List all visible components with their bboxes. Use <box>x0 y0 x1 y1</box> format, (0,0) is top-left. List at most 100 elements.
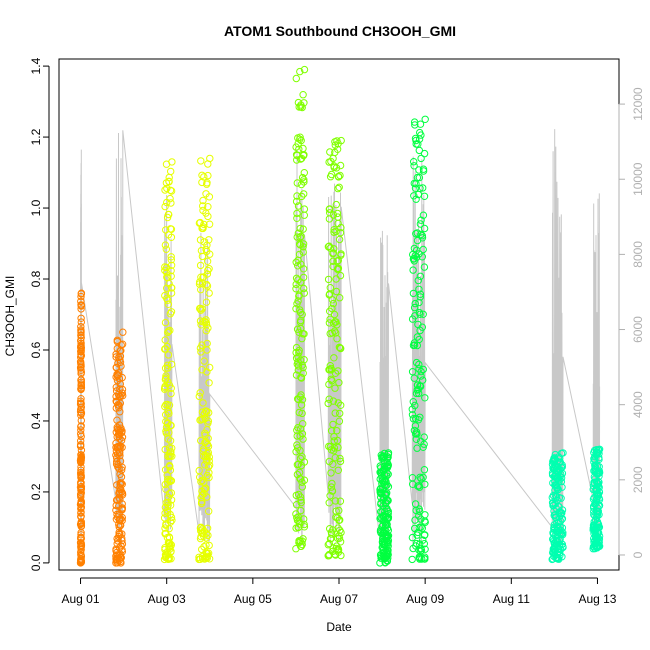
data-point <box>292 501 301 509</box>
data-point <box>419 165 428 173</box>
data-point <box>204 171 212 180</box>
data-point <box>335 343 344 351</box>
data-point <box>419 443 427 451</box>
data-point <box>335 417 344 425</box>
data-point <box>591 527 599 535</box>
data-point <box>168 452 176 460</box>
data-point <box>293 156 301 164</box>
data-point <box>293 209 301 218</box>
data-point <box>551 486 559 495</box>
data-point <box>328 329 336 337</box>
data-point <box>161 202 169 211</box>
data-point <box>413 173 422 182</box>
y2-tick-label: 2000 <box>631 466 645 493</box>
data-point <box>420 149 429 158</box>
data-point <box>594 480 603 488</box>
data-point <box>415 173 424 182</box>
data-point <box>332 287 341 296</box>
data-point <box>298 334 306 343</box>
data-point <box>115 421 124 429</box>
data-point <box>204 531 212 540</box>
data-point <box>292 285 300 293</box>
data-point <box>77 446 86 454</box>
data-point <box>196 304 204 313</box>
data-point <box>329 211 338 219</box>
data-point <box>203 426 211 434</box>
data-point <box>77 305 85 313</box>
data-point <box>77 473 85 482</box>
data-point <box>332 200 340 209</box>
data-point <box>413 236 422 245</box>
data-point <box>167 199 175 207</box>
data-point <box>167 308 176 316</box>
data-point <box>325 499 333 507</box>
data-point <box>197 348 205 356</box>
data-point <box>115 523 123 531</box>
data-point <box>334 256 342 265</box>
data-point <box>298 173 307 182</box>
data-point <box>167 448 175 456</box>
data-point <box>550 539 559 548</box>
data-point <box>593 470 601 478</box>
data-point <box>77 318 86 326</box>
data-point <box>326 173 335 181</box>
y2-tick-label: 10000 <box>631 162 645 196</box>
data-point <box>384 554 392 562</box>
data-point <box>77 397 85 405</box>
data-point <box>202 529 210 537</box>
data-point <box>113 376 122 385</box>
data-point <box>160 555 169 564</box>
data-point <box>167 389 175 398</box>
data-point <box>168 158 176 166</box>
data-point <box>334 184 342 193</box>
data-point <box>118 443 126 452</box>
data-point <box>77 366 85 374</box>
data-point <box>383 489 391 497</box>
data-point <box>409 289 418 298</box>
data-point <box>420 540 428 548</box>
data-point <box>331 369 340 377</box>
data-point <box>292 151 301 159</box>
data-point <box>116 352 125 360</box>
data-point <box>379 529 387 537</box>
data-point <box>199 202 207 210</box>
data-point <box>197 478 205 486</box>
data-point <box>77 513 85 521</box>
data-point <box>558 509 566 517</box>
data-point <box>414 482 422 490</box>
data-point <box>417 544 425 553</box>
data-point <box>292 545 300 553</box>
data-point <box>202 190 210 198</box>
data-point <box>337 551 345 560</box>
data-point <box>325 539 333 548</box>
data-point <box>205 541 213 550</box>
data-point <box>300 65 309 74</box>
data-point <box>324 399 332 408</box>
data-point <box>333 265 342 274</box>
data-point <box>77 485 85 494</box>
data-point <box>77 297 85 306</box>
data-point <box>293 179 301 187</box>
data-point <box>384 546 392 554</box>
data-point <box>294 98 303 107</box>
data-point <box>411 312 419 320</box>
data-point <box>77 327 85 335</box>
data-point <box>410 118 419 126</box>
data-point <box>409 415 418 423</box>
data-point <box>420 433 428 441</box>
data-point <box>337 344 345 353</box>
data-point <box>299 248 307 256</box>
data-point <box>329 257 337 265</box>
data-point <box>77 470 85 479</box>
data-point <box>412 435 420 443</box>
series-flight-4 <box>195 154 214 564</box>
series-flight-9 <box>548 449 567 564</box>
data-point <box>421 480 429 488</box>
data-point <box>337 250 345 258</box>
data-point <box>162 411 170 419</box>
data-point <box>200 452 208 460</box>
data-point <box>555 494 563 502</box>
data-point <box>294 262 302 270</box>
data-point <box>420 466 429 474</box>
data-point <box>295 250 304 259</box>
